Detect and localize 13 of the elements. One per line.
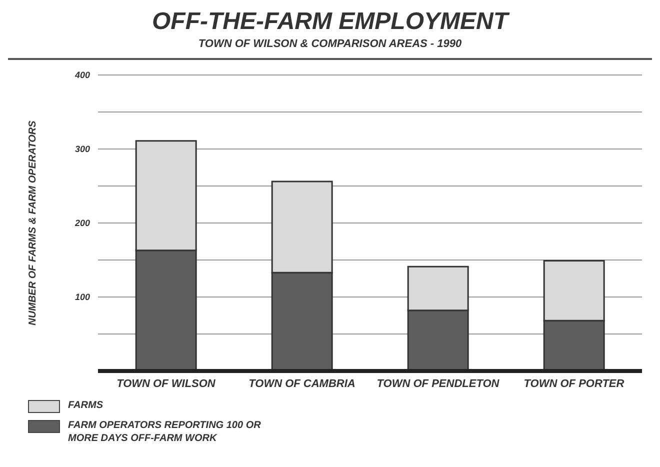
legend-label: FARMS: [68, 399, 103, 412]
y-axis-title: NUMBER OF FARMS & FARM OPERATORS: [28, 120, 39, 326]
y-tick-label: 400: [74, 70, 90, 80]
chart-subtitle: TOWN OF WILSON & COMPARISON AREAS - 1990: [8, 38, 652, 60]
x-tick-label: TOWN OF CAMBRIA: [248, 378, 356, 390]
y-tick-label: 200: [74, 218, 90, 228]
y-tick-label: 300: [74, 144, 90, 154]
x-tick-label: TOWN OF WILSON: [116, 378, 216, 390]
x-tick-label: TOWN OF PORTER: [524, 378, 624, 390]
legend-label: FARM OPERATORS REPORTING 100 OR MORE DAYS OFF-FARM WORK: [68, 419, 262, 445]
chart-title: OFF-THE-FARM EMPLOYMENT: [151, 8, 511, 36]
y-tick-label: 100: [74, 292, 90, 302]
x-tick-label: TOWN OF PENDLETON: [376, 378, 500, 390]
